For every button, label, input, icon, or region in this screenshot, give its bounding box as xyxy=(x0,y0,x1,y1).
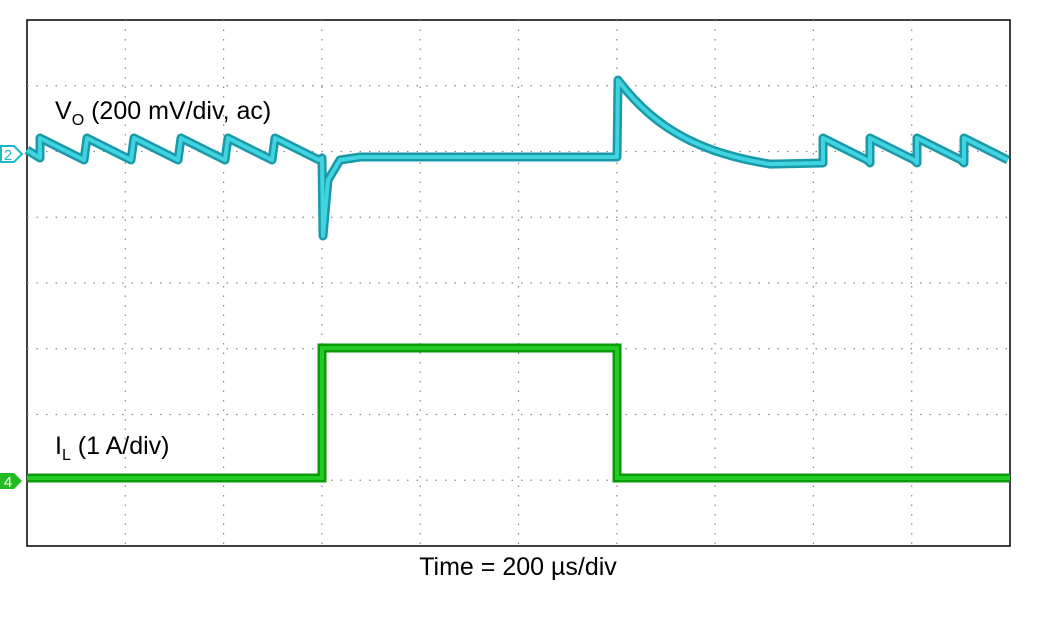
channel-4-marker: 4 xyxy=(0,473,22,491)
channel-number: 4 xyxy=(4,474,12,491)
channel-number: 2 xyxy=(4,147,12,164)
marker-shape xyxy=(0,145,24,163)
channel-2-marker: 2 xyxy=(0,145,24,164)
label-main: V xyxy=(55,97,72,125)
label-subscript: O xyxy=(72,112,84,129)
label-main: I xyxy=(55,432,62,460)
label-rest: (1 A/div) xyxy=(71,432,170,460)
marker-shape xyxy=(0,473,22,489)
label-rest: (200 mV/div, ac) xyxy=(84,97,271,125)
vo-trace-highlight xyxy=(25,78,1009,238)
x-axis-label: Time = 200 µs/div xyxy=(419,553,617,581)
il-label: IL (1 A/div) xyxy=(55,432,170,464)
label-subscript: L xyxy=(62,447,71,464)
il-trace-highlight xyxy=(27,346,1010,480)
vo-label: VO (200 mV/div, ac) xyxy=(55,97,271,129)
